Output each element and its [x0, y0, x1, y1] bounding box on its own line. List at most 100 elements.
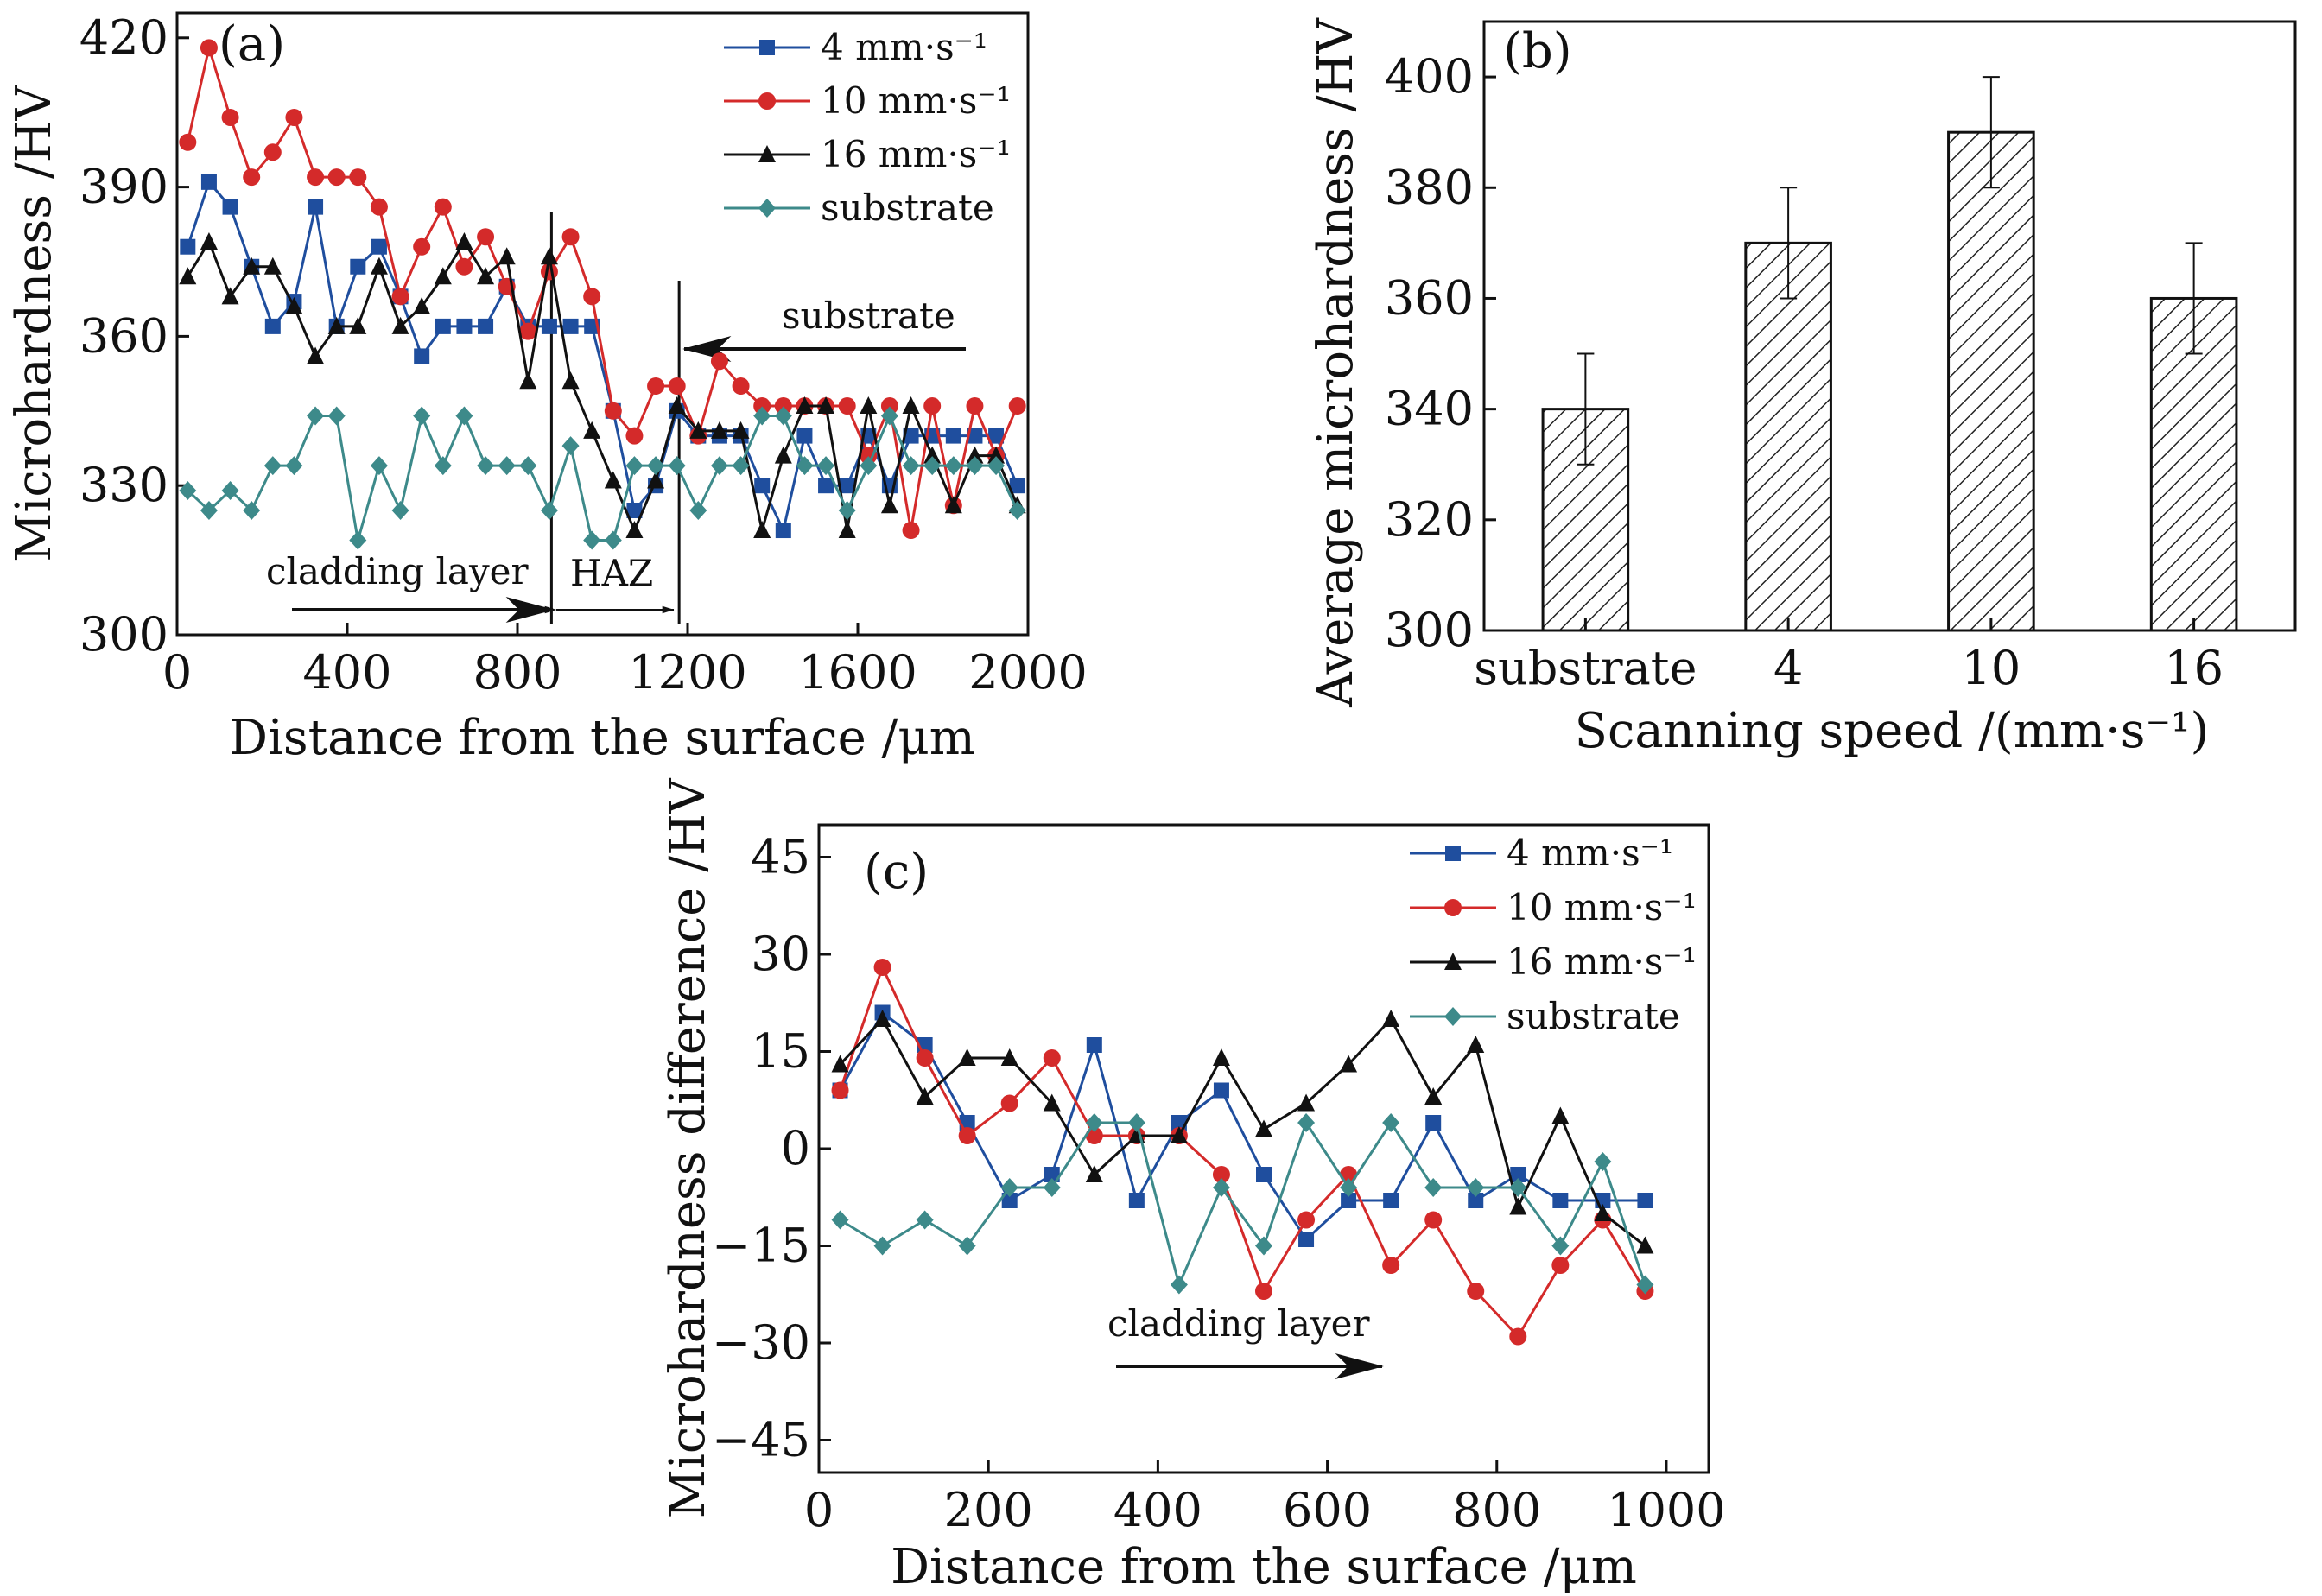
data-point	[221, 108, 239, 126]
data-point	[285, 456, 303, 476]
data-point	[1424, 1087, 1443, 1105]
legend-marker	[759, 40, 775, 55]
data-point	[1044, 1167, 1060, 1182]
data-point	[264, 318, 281, 334]
data-point	[1127, 1113, 1145, 1132]
data-point	[796, 396, 814, 415]
data-point	[753, 397, 771, 415]
data-point	[327, 168, 346, 187]
data-point	[391, 288, 409, 306]
series-4	[179, 406, 1026, 550]
chart-a-plot-frame	[175, 11, 1030, 636]
legend-label: 16 mm·s⁻¹	[1507, 940, 1697, 983]
data-point	[625, 521, 644, 539]
data-point	[370, 456, 388, 476]
chart-a-series	[179, 39, 1026, 550]
haz-annotation: HAZ	[570, 552, 653, 594]
data-point	[200, 501, 218, 520]
data-point	[923, 456, 942, 476]
data-point	[561, 371, 580, 390]
data-point	[263, 143, 282, 162]
legend-marker	[758, 92, 776, 110]
data-point	[860, 456, 878, 476]
data-point	[732, 456, 750, 476]
y-tick-label: 340	[1385, 382, 1474, 436]
data-point	[498, 247, 516, 265]
data-point	[903, 428, 919, 444]
data-point	[1425, 1115, 1442, 1130]
data-point	[371, 238, 387, 255]
y-tick-label: −45	[712, 1413, 810, 1467]
data-point	[434, 456, 452, 476]
data-point	[434, 267, 452, 285]
data-point	[263, 456, 282, 476]
y-tick-label: 320	[1385, 492, 1474, 547]
data-point	[1341, 1193, 1357, 1208]
data-point	[689, 501, 707, 520]
data-point	[944, 496, 962, 514]
cladding-layer-annotation-a: cladding layer	[266, 550, 530, 592]
series-line	[186, 42, 1019, 531]
data-point	[916, 1049, 934, 1067]
data-point	[435, 318, 451, 334]
data-point	[774, 446, 792, 464]
chart-b-y-ticks: 300 320 340 360 380 400	[1385, 49, 1496, 657]
data-point	[958, 1127, 976, 1144]
data-point	[987, 446, 1006, 464]
legend-label: substrate	[821, 187, 994, 229]
data-point	[477, 228, 495, 246]
category-label: 4	[1773, 641, 1803, 695]
data-point	[753, 521, 771, 539]
y-tick-label: 30	[751, 927, 810, 981]
data-point	[1382, 1113, 1400, 1132]
data-point	[753, 406, 771, 426]
data-point	[370, 256, 388, 275]
data-point	[1383, 1193, 1399, 1208]
category-label: 10	[1962, 641, 2021, 695]
data-point	[839, 478, 855, 494]
data-point	[1340, 1178, 1358, 1197]
data-point	[179, 480, 197, 500]
data-point	[923, 446, 942, 464]
data-point	[1467, 1178, 1485, 1197]
data-point	[308, 199, 324, 215]
legend-marker	[758, 199, 776, 218]
legend-marker	[1444, 899, 1462, 916]
chart-a-y-axis-title: Microhardness /HV	[6, 85, 62, 562]
y-tick-label: 420	[79, 10, 168, 65]
chart-a-annotations: substrate cladding layer HAZ	[266, 212, 966, 624]
legend-entry: 10 mm·s⁻¹	[724, 79, 1011, 122]
x-tick-label: 1200	[628, 645, 746, 700]
data-point	[413, 406, 431, 426]
data-point	[710, 352, 728, 370]
chart-a-legend: 4 mm·s⁻¹ 10 mm·s⁻¹ 16 mm·s⁻¹ substrate	[724, 26, 1011, 229]
data-point	[519, 371, 537, 390]
data-point	[562, 318, 579, 334]
data-point	[414, 348, 430, 364]
y-tick-label: 400	[1385, 49, 1474, 104]
data-point	[327, 316, 346, 334]
y-tick-label: 360	[79, 308, 168, 363]
data-point	[478, 318, 494, 334]
data-point	[1509, 1197, 1527, 1215]
chart-a-x-axis-title: Distance from the surface /μm	[229, 710, 975, 766]
y-tick-label: 0	[781, 1121, 810, 1175]
data-point	[966, 456, 984, 476]
data-point	[583, 530, 601, 550]
data-point	[1009, 478, 1025, 494]
chart-b-bars	[1541, 76, 2238, 632]
data-point	[831, 1054, 849, 1073]
data-point	[540, 263, 558, 281]
data-point	[200, 231, 218, 250]
legend-entry: substrate	[724, 187, 994, 229]
data-point	[966, 397, 984, 415]
substrate-annotation: substrate	[782, 294, 955, 337]
data-point	[1467, 1036, 1485, 1053]
data-point	[647, 377, 665, 395]
series-line	[839, 1119, 1646, 1289]
bar	[1744, 241, 1832, 632]
legend-label: 10 mm·s⁻¹	[821, 79, 1011, 122]
data-point	[668, 377, 686, 395]
category-label: substrate	[1474, 641, 1697, 695]
legend-marker	[1445, 846, 1461, 861]
